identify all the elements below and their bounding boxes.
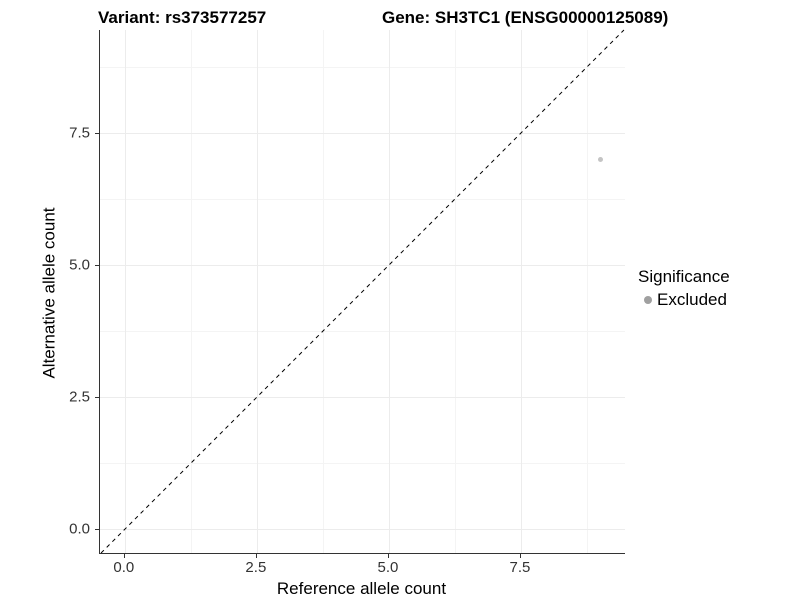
y-tick-label: 5.0 [69,256,90,274]
x-tick-label: 7.5 [509,559,531,576]
x-tick-mark [387,554,389,558]
x-tick-mark [123,554,125,558]
gridline-x-minor [586,30,588,553]
identity-line [100,29,625,554]
x-tick-mark [255,554,257,558]
gridline-y-major [100,265,625,267]
gridline-x-major [124,30,126,553]
legend: Significance Excluded [638,266,730,310]
y-tick-label: 7.5 [69,124,90,142]
y-tick-label: 0.0 [69,520,90,538]
y-tick-mark [95,133,99,134]
x-tick-mark [519,554,521,558]
y-tick-label: 2.5 [69,388,90,406]
gridline-x-minor [454,30,456,553]
gridline-y-major [100,133,625,134]
y-tick-mark [95,529,99,531]
gridline-y-minor [100,66,625,68]
gridline-y-minor [100,199,625,201]
gridline-y-minor [100,331,625,333]
gridline-y-minor [100,463,625,465]
gridline-x-major [256,30,258,553]
plot-title-variant: Variant: rs373577257 [98,8,267,27]
x-tick-label: 0.0 [113,559,135,576]
legend-key-dot-icon [644,296,652,304]
x-tick-label: 2.5 [245,559,267,576]
x-axis-title: Reference allele count [276,579,447,598]
gridline-x-minor [322,30,324,553]
x-tick-label: 5.0 [377,559,399,576]
legend-entry: Excluded [638,290,730,310]
gridline-y-major [100,529,625,531]
legend-title: Significance [638,267,730,286]
y-tick-mark [95,397,99,399]
gridline-x-major [388,30,390,553]
y-tick-mark [95,265,99,267]
y-axis-title: Alternative allele count [39,207,59,379]
gridline-x-major [520,30,522,553]
gridline-x-minor [190,30,192,553]
legend-entry-label: Excluded [657,290,727,309]
data-point [597,156,603,162]
gridline-y-major [100,397,625,399]
plot-panel [99,29,625,554]
plot-title-gene: Gene: SH3TC1 (ENSG00000125089) [382,8,669,27]
